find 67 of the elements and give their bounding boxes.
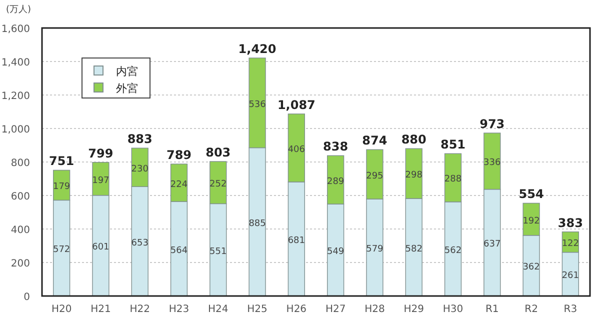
legend-label: 外宮 [116,82,138,95]
total-label: 883 [127,132,152,146]
y-tick-label: 800 [10,158,30,169]
data-label: 406 [288,144,306,155]
total-label: 1,420 [238,42,276,56]
data-label: 252 [210,180,227,190]
x-tick-label: H24 [208,304,228,315]
total-label: 799 [88,146,114,160]
data-label: 197 [92,176,110,186]
y-tick-label: 0 [24,292,30,303]
data-label: 362 [522,262,540,273]
data-label: 295 [366,171,384,182]
data-label: 298 [405,170,423,181]
total-label: 1,087 [277,98,316,112]
y-tick-label: 600 [10,192,30,202]
x-tick-label: H29 [404,304,424,315]
data-label: 230 [131,164,149,174]
data-label: 549 [326,247,344,258]
y-axis-title: (万人) [6,4,32,15]
legend-label: 内宮 [116,65,138,78]
total-label: 383 [558,216,583,230]
data-label: 261 [562,271,580,282]
y-tick-label: 1,600 [1,24,30,35]
x-tick-label: H23 [168,304,190,315]
total-label: 880 [401,132,426,147]
data-label: 637 [484,240,501,250]
total-label: 874 [362,134,388,148]
x-tick-label: H22 [130,304,150,315]
total-label: 973 [480,117,505,132]
x-tick-label: H20 [51,304,72,315]
data-label: 572 [52,245,70,256]
x-tick-label: H26 [286,304,307,315]
total-label: 554 [518,187,544,202]
data-label: 551 [210,246,227,257]
y-tick-label: 1,400 [1,58,30,68]
y-tick-label: 400 [10,225,30,236]
x-tick-label: R1 [485,304,499,315]
data-label: 289 [326,176,344,187]
x-tick-label: H27 [325,304,346,315]
data-label: 536 [248,100,266,110]
x-tick-label: H28 [364,304,385,315]
data-label: 179 [52,182,70,192]
data-label: 582 [405,244,422,254]
data-label: 579 [366,244,384,255]
x-tick-label: R2 [524,304,538,315]
y-tick-label: 1,200 [1,91,30,102]
x-tick-label: H21 [90,304,111,315]
data-label: 653 [131,238,148,248]
data-label: 601 [92,242,110,253]
data-label: 224 [170,180,188,190]
total-label: 789 [166,148,192,162]
data-label: 192 [522,216,540,226]
data-label: 681 [288,236,306,246]
data-label: 288 [444,174,462,185]
data-label: 562 [444,246,462,256]
total-label: 851 [440,138,466,152]
total-label: 803 [206,145,231,160]
data-label: 885 [248,218,266,229]
total-label: 751 [49,154,74,168]
data-label: 122 [562,239,580,250]
data-label: 336 [484,158,501,168]
y-tick-label: 200 [10,258,30,270]
x-tick-label: R3 [564,304,578,315]
y-tick-label: 1,000 [1,124,30,136]
x-tick-label: H30 [442,304,464,315]
x-tick-label: H25 [247,304,268,315]
total-label: 838 [323,140,348,154]
